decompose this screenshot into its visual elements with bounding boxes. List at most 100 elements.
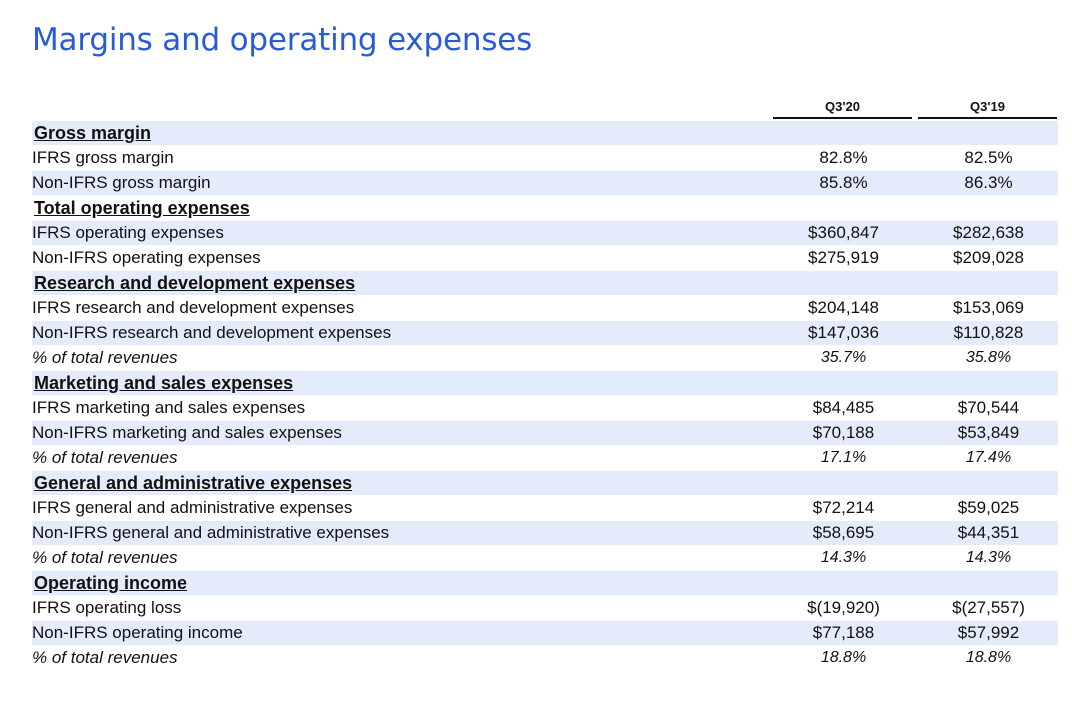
section-header-row: Total operating expenses <box>32 196 1058 220</box>
table-row: Non-IFRS marketing and sales expenses $70… <box>32 421 1058 445</box>
value-q320: $204,148 <box>774 296 913 320</box>
value-q320: $(19,920) <box>774 596 913 620</box>
value-q319: 86.3% <box>919 171 1058 195</box>
value-q320: 85.8% <box>774 171 913 195</box>
column-gap <box>913 296 919 320</box>
value-q320: 14.3% <box>774 546 913 570</box>
row-label: IFRS gross margin <box>32 146 774 170</box>
row-label: IFRS operating loss <box>32 596 774 620</box>
column-gap <box>913 371 919 395</box>
value-q319: $57,992 <box>919 621 1058 645</box>
value-q319: $(27,557) <box>919 596 1058 620</box>
table-row: IFRS marketing and sales expenses $84,485… <box>32 396 1058 420</box>
value-q319 <box>919 371 1058 395</box>
margins-expenses-table: Gross margin IFRS gross margin 82.8% 82.5% N… <box>32 120 1058 671</box>
row-label: Non-IFRS marketing and sales expenses <box>32 421 774 445</box>
column-gap <box>913 421 919 445</box>
section-header-row: Gross margin <box>32 121 1058 145</box>
table-row: Non-IFRS gross margin 85.8% 86.3% <box>32 171 1058 195</box>
column-gap <box>913 521 919 545</box>
value-q319: $209,028 <box>919 246 1058 270</box>
value-q320: $360,847 <box>774 221 913 245</box>
column-gap <box>913 196 919 220</box>
section-header-row: Operating income <box>32 571 1058 595</box>
section-title: Research and development expenses <box>32 271 774 295</box>
percent-row: % of total revenues 35.7% 35.8% <box>32 346 1058 370</box>
value-q319: $59,025 <box>919 496 1058 520</box>
table-row: IFRS general and administrative expenses… <box>32 496 1058 520</box>
value-q320 <box>774 121 913 145</box>
column-header-q319: Q3'19 <box>918 99 1057 119</box>
page-title: Margins and operating expenses <box>32 22 533 58</box>
row-label: IFRS research and development expenses <box>32 296 774 320</box>
value-q319: 82.5% <box>919 146 1058 170</box>
value-q320: $147,036 <box>774 321 913 345</box>
value-q319 <box>919 471 1058 495</box>
column-gap <box>913 646 919 670</box>
table-row: IFRS operating expenses $360,847 $282,638 <box>32 221 1058 245</box>
row-label: Non-IFRS general and administrative expe… <box>32 521 774 545</box>
percent-row: % of total revenues 18.8% 18.8% <box>32 646 1058 670</box>
value-q319: 18.8% <box>919 646 1058 670</box>
column-gap <box>913 496 919 520</box>
value-q319: $53,849 <box>919 421 1058 445</box>
column-gap <box>913 271 919 295</box>
row-label: IFRS general and administrative expenses <box>32 496 774 520</box>
value-q319: $153,069 <box>919 296 1058 320</box>
row-label: % of total revenues <box>32 646 774 670</box>
value-q320: 18.8% <box>774 646 913 670</box>
value-q320 <box>774 371 913 395</box>
value-q319 <box>919 271 1058 295</box>
section-title: Total operating expenses <box>32 196 774 220</box>
section-header-row: Research and development expenses <box>32 271 1058 295</box>
value-q320: 35.7% <box>774 346 913 370</box>
column-gap <box>913 471 919 495</box>
table-row: Non-IFRS general and administrative expe… <box>32 521 1058 545</box>
value-q320 <box>774 196 913 220</box>
column-gap <box>913 546 919 570</box>
row-label: % of total revenues <box>32 546 774 570</box>
column-gap <box>913 171 919 195</box>
row-label: % of total revenues <box>32 346 774 370</box>
percent-row: % of total revenues 14.3% 14.3% <box>32 546 1058 570</box>
row-label: Non-IFRS operating income <box>32 621 774 645</box>
value-q320: 17.1% <box>774 446 913 470</box>
value-q319: 17.4% <box>919 446 1058 470</box>
row-label: IFRS marketing and sales expenses <box>32 396 774 420</box>
row-label: Non-IFRS gross margin <box>32 171 774 195</box>
section-title: Operating income <box>32 571 774 595</box>
row-label: Non-IFRS operating expenses <box>32 246 774 270</box>
table-row: IFRS research and development expenses $2… <box>32 296 1058 320</box>
row-label: IFRS operating expenses <box>32 221 774 245</box>
value-q320 <box>774 471 913 495</box>
column-gap <box>913 246 919 270</box>
value-q319: $110,828 <box>919 321 1058 345</box>
value-q319: $70,544 <box>919 396 1058 420</box>
table-row: Non-IFRS operating income $77,188 $57,992 <box>32 621 1058 645</box>
column-gap <box>913 346 919 370</box>
value-q319: 14.3% <box>919 546 1058 570</box>
value-q319 <box>919 196 1058 220</box>
column-gap <box>913 396 919 420</box>
value-q319 <box>919 121 1058 145</box>
column-gap <box>913 621 919 645</box>
column-gap <box>913 321 919 345</box>
section-title: Marketing and sales expenses <box>32 371 774 395</box>
column-gap <box>913 446 919 470</box>
value-q320: $77,188 <box>774 621 913 645</box>
table-row: Non-IFRS research and development expens… <box>32 321 1058 345</box>
section-title: General and administrative expenses <box>32 471 774 495</box>
value-q320: $84,485 <box>774 396 913 420</box>
column-gap <box>913 146 919 170</box>
value-q320: $70,188 <box>774 421 913 445</box>
table-row: IFRS gross margin 82.8% 82.5% <box>32 146 1058 170</box>
row-label: % of total revenues <box>32 446 774 470</box>
column-gap <box>913 221 919 245</box>
column-gap <box>913 596 919 620</box>
section-title: Gross margin <box>32 121 774 145</box>
value-q320 <box>774 571 913 595</box>
column-header-q320: Q3'20 <box>773 99 912 119</box>
value-q319 <box>919 571 1058 595</box>
value-q320: 82.8% <box>774 146 913 170</box>
value-q320: $58,695 <box>774 521 913 545</box>
